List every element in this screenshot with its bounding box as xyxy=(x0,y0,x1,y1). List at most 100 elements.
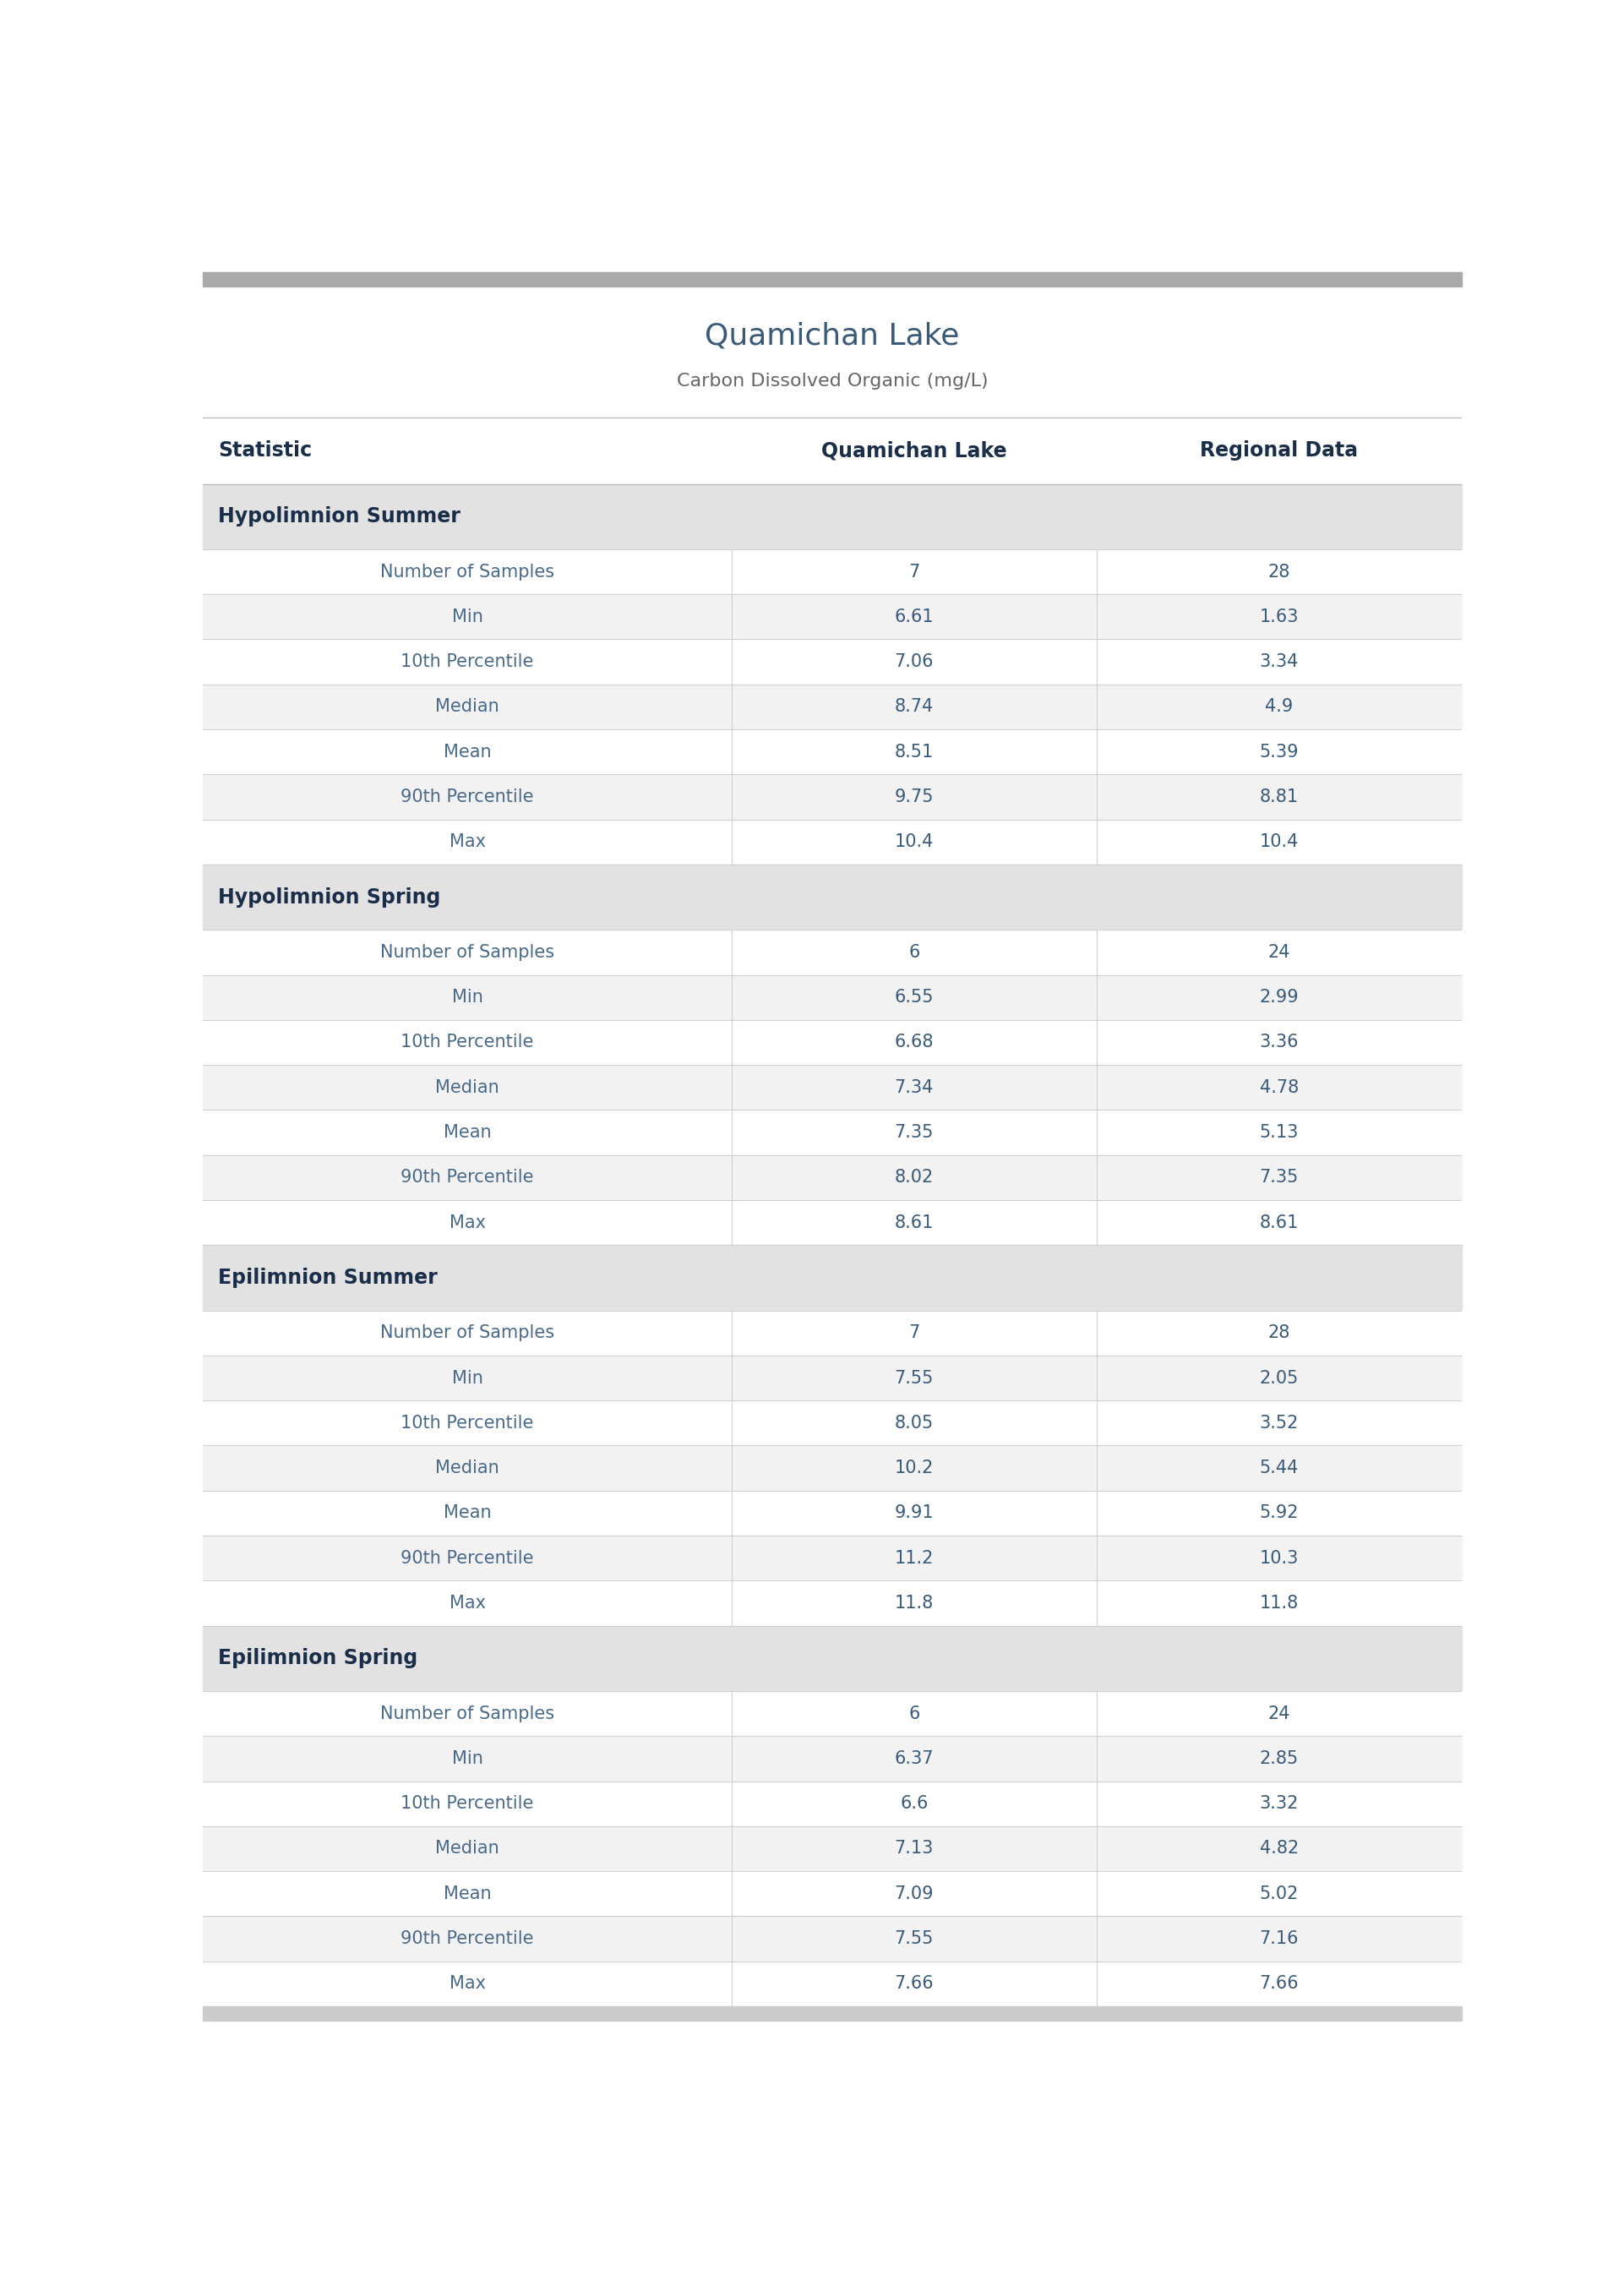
Bar xyxy=(203,1110,1462,1155)
Text: 2.99: 2.99 xyxy=(1259,990,1299,1006)
Text: 10th Percentile: 10th Percentile xyxy=(401,1796,534,1811)
Text: Number of Samples: Number of Samples xyxy=(380,944,554,960)
Text: 10.4: 10.4 xyxy=(895,833,934,851)
Text: Mean: Mean xyxy=(443,1124,490,1142)
Text: 3.52: 3.52 xyxy=(1260,1414,1299,1432)
Text: Min: Min xyxy=(451,1750,482,1766)
Bar xyxy=(203,272,1462,286)
Text: 90th Percentile: 90th Percentile xyxy=(401,1169,534,1185)
Text: Quamichan Lake: Quamichan Lake xyxy=(822,440,1007,461)
Text: 4.82: 4.82 xyxy=(1260,1841,1299,1857)
Bar xyxy=(203,1916,1462,1961)
Text: 6: 6 xyxy=(908,944,919,960)
Text: 7.16: 7.16 xyxy=(1260,1930,1299,1948)
Bar xyxy=(203,1246,1462,1310)
Bar xyxy=(203,549,1462,595)
Bar xyxy=(203,1446,1462,1491)
Text: 8.74: 8.74 xyxy=(895,699,934,715)
Text: Min: Min xyxy=(451,990,482,1006)
Bar xyxy=(203,931,1462,974)
Text: 7.55: 7.55 xyxy=(895,1369,934,1387)
Text: 7.66: 7.66 xyxy=(1259,1975,1299,1993)
Text: 10.4: 10.4 xyxy=(1260,833,1299,851)
Text: Max: Max xyxy=(450,1214,486,1230)
Bar xyxy=(203,595,1462,640)
Text: 90th Percentile: 90th Percentile xyxy=(401,788,534,806)
Text: 6: 6 xyxy=(908,1705,919,1723)
Bar xyxy=(203,1625,1462,1691)
Bar xyxy=(203,1782,1462,1825)
Text: Quamichan Lake: Quamichan Lake xyxy=(705,322,960,350)
Bar xyxy=(203,1825,1462,1870)
Text: 10th Percentile: 10th Percentile xyxy=(401,1033,534,1051)
Text: Number of Samples: Number of Samples xyxy=(380,1323,554,1342)
Text: 6.61: 6.61 xyxy=(895,608,934,624)
Text: 11.8: 11.8 xyxy=(895,1596,934,1612)
Text: Statistic: Statistic xyxy=(218,440,312,461)
Bar xyxy=(203,1201,1462,1246)
Bar xyxy=(203,1691,1462,1737)
Text: 7.34: 7.34 xyxy=(895,1078,934,1096)
Text: 9.91: 9.91 xyxy=(895,1505,934,1521)
Text: 3.36: 3.36 xyxy=(1260,1033,1299,1051)
Text: 8.61: 8.61 xyxy=(1260,1214,1299,1230)
Bar xyxy=(203,1870,1462,1916)
Text: 8.02: 8.02 xyxy=(895,1169,934,1185)
Bar xyxy=(203,1355,1462,1401)
Text: Hypolimnion Spring: Hypolimnion Spring xyxy=(218,888,440,908)
Text: Hypolimnion Summer: Hypolimnion Summer xyxy=(218,506,461,527)
Text: 5.39: 5.39 xyxy=(1260,745,1299,760)
Text: 10th Percentile: 10th Percentile xyxy=(401,654,534,670)
Text: Median: Median xyxy=(435,1078,499,1096)
Bar xyxy=(203,774,1462,819)
Text: 10th Percentile: 10th Percentile xyxy=(401,1414,534,1432)
Bar xyxy=(203,484,1462,549)
Bar xyxy=(203,1019,1462,1065)
Text: 90th Percentile: 90th Percentile xyxy=(401,1930,534,1948)
Text: 11.8: 11.8 xyxy=(1260,1596,1299,1612)
Text: 3.34: 3.34 xyxy=(1260,654,1299,670)
Text: Carbon Dissolved Organic (mg/L): Carbon Dissolved Organic (mg/L) xyxy=(677,372,987,388)
Text: 5.92: 5.92 xyxy=(1260,1505,1299,1521)
Text: Min: Min xyxy=(451,608,482,624)
Bar xyxy=(203,1065,1462,1110)
Bar xyxy=(203,1310,1462,1355)
Text: 8.81: 8.81 xyxy=(1260,788,1299,806)
Bar xyxy=(203,683,1462,729)
Bar xyxy=(203,819,1462,865)
Text: 10.2: 10.2 xyxy=(895,1460,934,1476)
Text: 4.9: 4.9 xyxy=(1265,699,1293,715)
Text: Number of Samples: Number of Samples xyxy=(380,1705,554,1723)
Text: Median: Median xyxy=(435,1841,499,1857)
Text: 2.85: 2.85 xyxy=(1260,1750,1299,1766)
Text: 6.37: 6.37 xyxy=(895,1750,934,1766)
Text: Mean: Mean xyxy=(443,1886,490,1902)
Bar xyxy=(203,1491,1462,1535)
Text: 2.05: 2.05 xyxy=(1260,1369,1299,1387)
Text: 7.35: 7.35 xyxy=(895,1124,934,1142)
Text: 3.32: 3.32 xyxy=(1260,1796,1299,1811)
Bar xyxy=(203,1155,1462,1201)
Text: 7.35: 7.35 xyxy=(1260,1169,1299,1185)
Text: Max: Max xyxy=(450,1596,486,1612)
Text: Mean: Mean xyxy=(443,745,490,760)
Text: 10.3: 10.3 xyxy=(1260,1550,1299,1566)
Text: 5.44: 5.44 xyxy=(1260,1460,1299,1476)
Text: 7: 7 xyxy=(908,563,919,581)
Text: 4.78: 4.78 xyxy=(1260,1078,1299,1096)
Text: 24: 24 xyxy=(1268,944,1291,960)
Bar xyxy=(203,2007,1462,2020)
Text: 24: 24 xyxy=(1268,1705,1291,1723)
Text: Max: Max xyxy=(450,1975,486,1993)
Bar xyxy=(203,1737,1462,1782)
Bar xyxy=(203,729,1462,774)
Text: 5.13: 5.13 xyxy=(1260,1124,1299,1142)
Text: 8.61: 8.61 xyxy=(895,1214,934,1230)
Text: 9.75: 9.75 xyxy=(895,788,934,806)
Bar xyxy=(203,640,1462,683)
Text: Median: Median xyxy=(435,1460,499,1476)
Text: Mean: Mean xyxy=(443,1505,490,1521)
Bar xyxy=(203,1401,1462,1446)
Text: 28: 28 xyxy=(1268,563,1289,581)
Text: 28: 28 xyxy=(1268,1323,1289,1342)
